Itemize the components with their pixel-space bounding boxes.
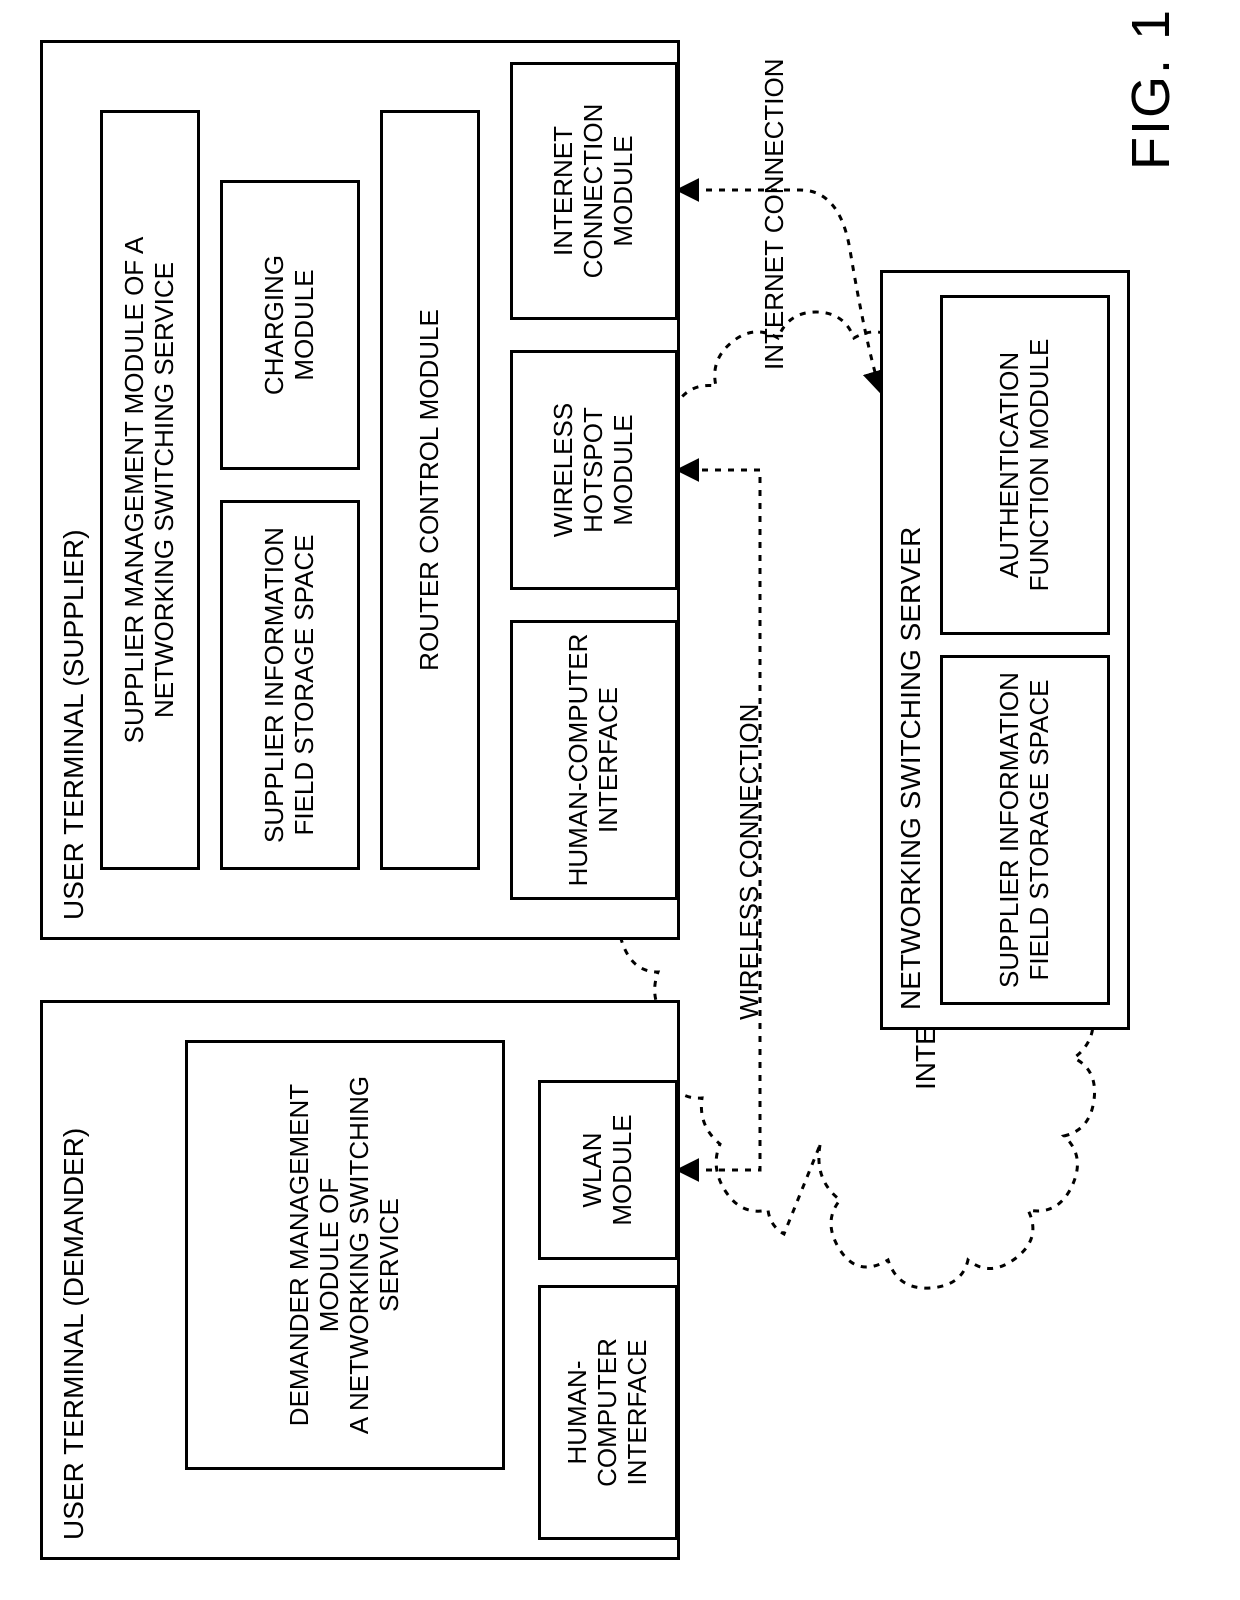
supplier-inet-label: INTERNET CONNECTION MODULE [510,62,678,320]
server-auth-label: AUTHENTICATION FUNCTION MODULE [940,295,1110,635]
demander-hci-label: HUMAN-COMPUTER INTERFACE [538,1285,678,1540]
supplier-router-label: ROUTER CONTROL MODULE [380,110,480,870]
demander-terminal-title: USER TERMINAL (DEMANDER) [58,1128,90,1540]
server-title: NETWORKING SWITCHING SERVER [895,527,927,1010]
demander-wlan-label: WLAN MODULE [538,1080,678,1260]
internet-connection-label: INTERNET CONNECTION [760,58,790,370]
server-sinfo-label: SUPPLIER INFORMATION FIELD STORAGE SPACE [940,655,1110,1005]
supplier-sinfo-label: SUPPLIER INFORMATION FIELD STORAGE SPACE [220,500,360,870]
supplier-hotspot-label: WIRELESS HOTSPOT MODULE [510,350,678,590]
wireless-connection-label: WIRELESS CONNECTION [735,704,765,1020]
figure-label: FIG. 1 [1120,8,1182,170]
supplier-charging-label: CHARGING MODULE [220,180,360,470]
demander-mgmt-label: DEMANDER MANAGEMENT MODULE OF A NETWORKI… [185,1040,505,1470]
supplier-hci-label: HUMAN-COMPUTER INTERFACE [510,620,678,900]
supplier-mgmt-label: SUPPLIER MANAGEMENT MODULE OF A NETWORKI… [100,110,200,870]
supplier-terminal-title: USER TERMINAL (SUPPLIER) [58,529,90,920]
